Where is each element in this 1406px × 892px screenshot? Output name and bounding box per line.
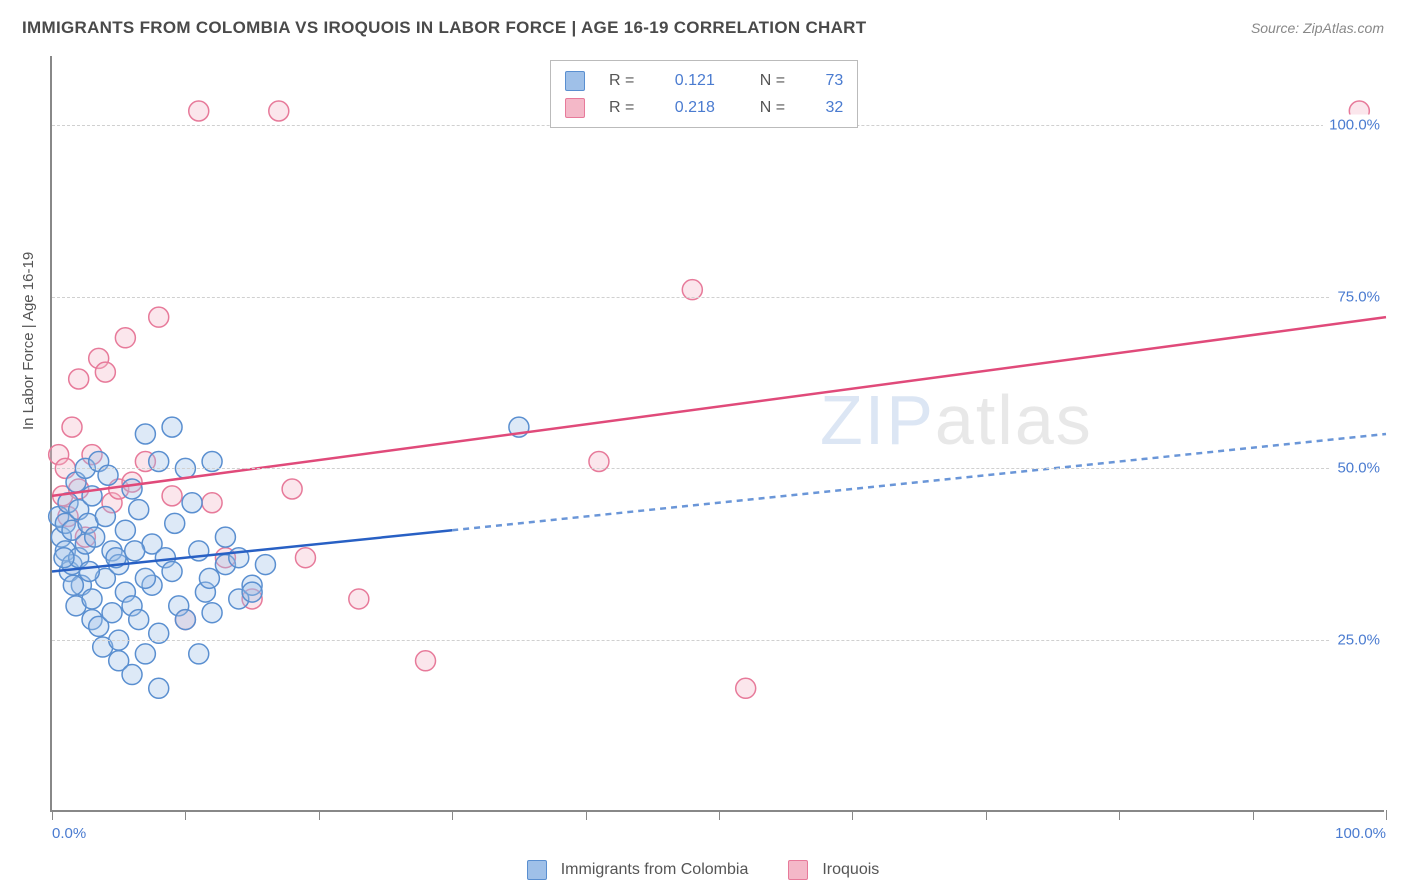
swatch-colombia-icon: [527, 860, 547, 880]
legend-label: Immigrants from Colombia: [561, 861, 749, 879]
data-point-colombia: [199, 568, 219, 588]
data-point-colombia: [115, 520, 135, 540]
x-tick: [1253, 810, 1254, 820]
stats-row-iroquois: R = 0.218 N = 32: [565, 94, 843, 121]
data-point-colombia: [95, 506, 115, 526]
data-point-iroquois: [115, 328, 135, 348]
data-point-colombia: [162, 417, 182, 437]
x-tick: [1119, 810, 1120, 820]
data-point-colombia: [135, 424, 155, 444]
legend-item-iroquois: Iroquois: [788, 860, 879, 880]
x-tick: [185, 810, 186, 820]
data-point-iroquois: [62, 417, 82, 437]
data-point-iroquois: [149, 307, 169, 327]
data-point-colombia: [182, 493, 202, 513]
data-point-colombia: [202, 603, 222, 623]
data-point-colombia: [162, 561, 182, 581]
data-point-colombia: [165, 513, 185, 533]
data-point-colombia: [129, 610, 149, 630]
data-point-colombia: [175, 610, 195, 630]
x-tick: [52, 810, 53, 820]
x-tick: [319, 810, 320, 820]
x-tick: [986, 810, 987, 820]
y-axis-title: In Labor Force | Age 16-19: [20, 252, 37, 430]
source-attribution: Source: ZipAtlas.com: [1251, 20, 1384, 36]
swatch-iroquois-icon: [788, 860, 808, 880]
x-tick: [852, 810, 853, 820]
x-tick: [586, 810, 587, 820]
data-point-iroquois: [269, 101, 289, 121]
data-point-colombia: [125, 541, 145, 561]
y-tick-label: 50.0%: [1331, 458, 1386, 479]
data-point-colombia: [79, 561, 99, 581]
data-point-colombia: [54, 548, 74, 568]
scatter-svg: [52, 56, 1384, 810]
gridline: [52, 297, 1384, 298]
data-point-iroquois: [95, 362, 115, 382]
data-point-iroquois: [189, 101, 209, 121]
chart-title: IMMIGRANTS FROM COLOMBIA VS IROQUOIS IN …: [22, 18, 866, 38]
data-point-colombia: [102, 603, 122, 623]
data-point-iroquois: [736, 678, 756, 698]
data-point-colombia: [85, 527, 105, 547]
data-point-colombia: [242, 582, 262, 602]
data-point-iroquois: [349, 589, 369, 609]
x-tick: [452, 810, 453, 820]
chart-plot-area: 25.0%50.0%75.0%100.0%0.0%100.0%: [50, 56, 1384, 812]
legend: Immigrants from Colombia Iroquois: [0, 860, 1406, 880]
stats-row-colombia: R = 0.121 N = 73: [565, 67, 843, 94]
data-point-iroquois: [416, 651, 436, 671]
data-point-iroquois: [202, 493, 222, 513]
data-point-iroquois: [162, 486, 182, 506]
y-tick-label: 100.0%: [1323, 114, 1386, 135]
data-point-iroquois: [282, 479, 302, 499]
data-point-colombia: [63, 575, 83, 595]
gridline: [52, 640, 1384, 641]
data-point-colombia: [122, 479, 142, 499]
x-tick-label: 0.0%: [52, 825, 86, 842]
swatch-colombia: [565, 71, 585, 91]
x-tick-label: 100.0%: [1335, 825, 1386, 842]
y-tick-label: 75.0%: [1331, 286, 1386, 307]
data-point-iroquois: [69, 369, 89, 389]
data-point-iroquois: [295, 548, 315, 568]
data-point-colombia: [82, 589, 102, 609]
data-point-colombia: [129, 500, 149, 520]
data-point-colombia: [135, 568, 155, 588]
trend-line-colombia-dashed: [452, 434, 1386, 530]
legend-label: Iroquois: [822, 861, 879, 879]
data-point-colombia: [255, 555, 275, 575]
data-point-colombia: [122, 665, 142, 685]
swatch-iroquois: [565, 98, 585, 118]
data-point-colombia: [215, 527, 235, 547]
legend-item-colombia: Immigrants from Colombia: [527, 860, 749, 880]
x-tick: [719, 810, 720, 820]
x-tick: [1386, 810, 1387, 820]
data-point-colombia: [189, 644, 209, 664]
y-tick-label: 25.0%: [1331, 630, 1386, 651]
data-point-colombia: [135, 644, 155, 664]
gridline: [52, 468, 1384, 469]
data-point-colombia: [149, 678, 169, 698]
correlation-stats-box: R = 0.121 N = 73 R = 0.218 N = 32: [550, 60, 858, 128]
